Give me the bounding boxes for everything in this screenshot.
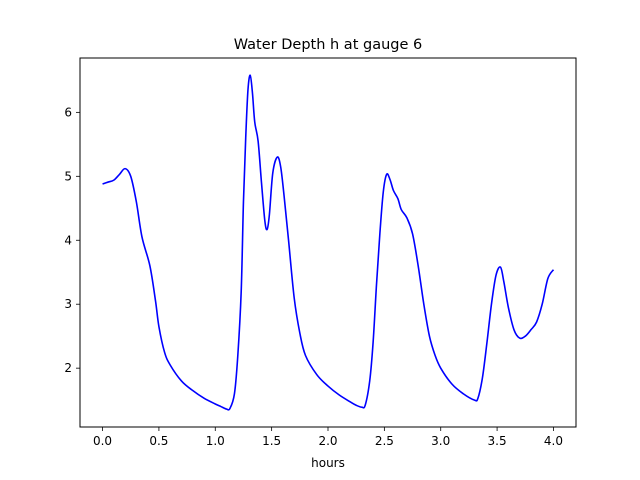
series-line <box>102 74 555 411</box>
x-tick-label: 1.0 <box>206 434 225 448</box>
plot-area <box>102 74 555 411</box>
x-tick-label: 0.5 <box>149 434 168 448</box>
y-tick-label: 3 <box>64 297 72 311</box>
chart-title: Water Depth h at gauge 6 <box>234 37 422 53</box>
x-tick-label: 2.5 <box>375 434 394 448</box>
x-tick-label: 0.0 <box>93 434 112 448</box>
x-tick-label: 3.0 <box>431 434 450 448</box>
x-axis-label: hours <box>311 456 345 470</box>
y-tick-label: 6 <box>64 105 72 119</box>
x-tick-label: 4.0 <box>544 434 563 448</box>
x-tick-label: 3.5 <box>488 434 507 448</box>
y-tick-label: 4 <box>64 233 72 247</box>
y-tick-label: 2 <box>64 361 72 375</box>
x-tick-label: 1.5 <box>262 434 281 448</box>
x-tick-label: 2.0 <box>318 434 337 448</box>
y-tick-label: 5 <box>64 169 72 183</box>
